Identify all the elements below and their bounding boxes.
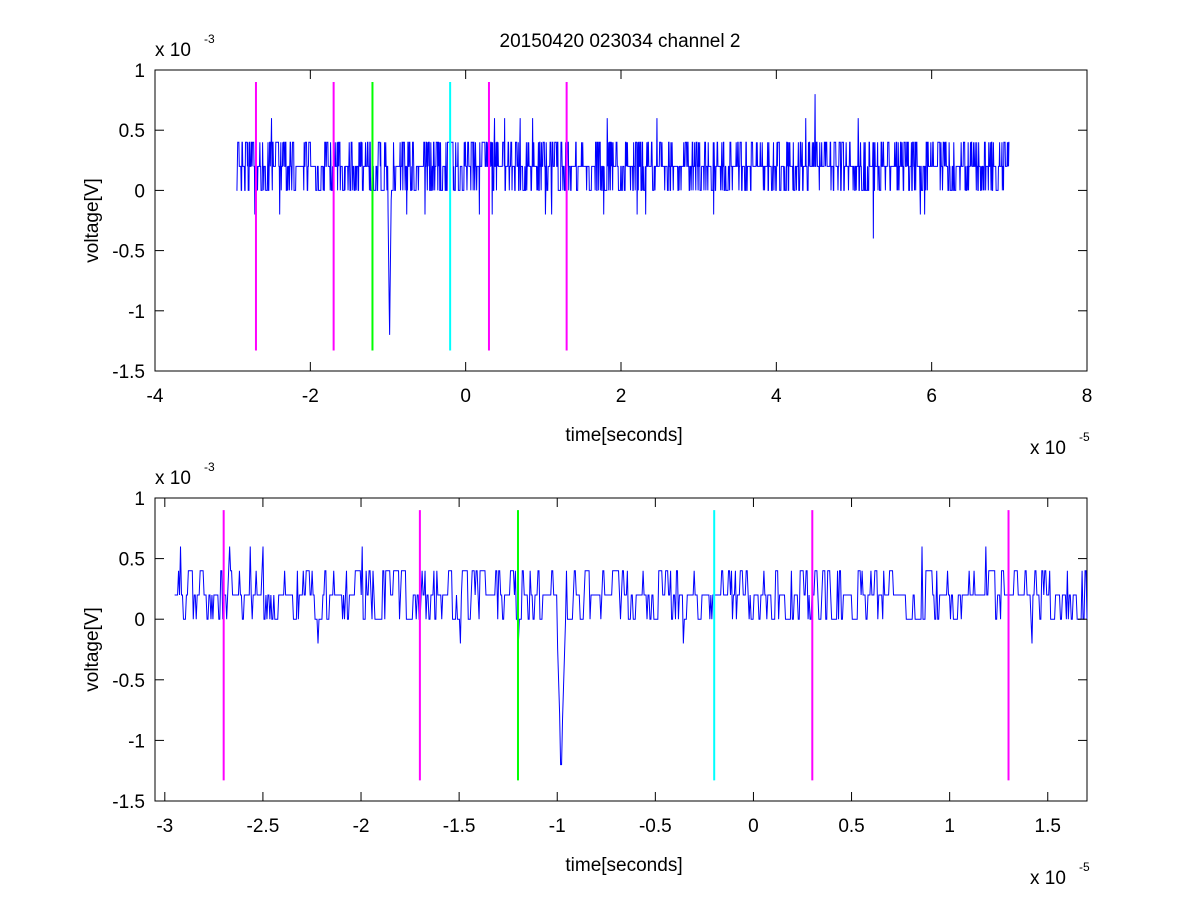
x-tick-label: -1.5 (443, 816, 476, 837)
x-tick-label: 6 (926, 386, 937, 407)
x-tick-label: -3 (156, 816, 173, 837)
x-tick-label: 1.5 (1035, 816, 1061, 837)
x-exponent-base: x 10 (1030, 868, 1066, 889)
x-tick-label: -2.5 (247, 816, 280, 837)
bottom-plot: -3 -2.5 -2 -1.5 -1 -0.5 0 0.5 1 1.5 -1.5 -1 -0.5 0 0.5… (82, 460, 1090, 889)
y-tick-label: 0.5 (119, 550, 145, 571)
x-exponent-base: x 10 (1030, 438, 1066, 459)
top-plot: -4 -2 0 2 4 6 8 -1.5 -1 -0.5 0 0.5 1 time[seconds] vol… (82, 32, 1092, 459)
y-tick-label: -1 (128, 731, 145, 752)
y-tick-label: 0 (134, 181, 145, 202)
y-axis-label: voltage[V] (82, 607, 103, 692)
x-tick-label: -4 (147, 386, 164, 407)
x-tick-label: 0 (460, 386, 471, 407)
x-axis-label: time[seconds] (565, 855, 682, 876)
y-tick-label: 0.5 (119, 121, 145, 142)
x-tick-label: -2 (302, 386, 319, 407)
axes-box (154, 497, 1088, 802)
x-tick-label: 4 (771, 386, 782, 407)
x-tick-label: 0.5 (838, 816, 864, 837)
signal-trace (236, 94, 1010, 335)
y-axis-label: voltage[V] (82, 178, 103, 263)
y-tick-label: -1 (128, 302, 145, 323)
x-exponent-power: -5 (1079, 860, 1090, 874)
x-tick-label: -1 (549, 816, 566, 837)
y-exponent-power: -3 (204, 32, 215, 46)
x-tick-label: 2 (616, 386, 627, 407)
x-tick-label: -0.5 (639, 816, 672, 837)
y-tick-label: 0 (134, 610, 145, 631)
signal-trace (174, 546, 1088, 766)
y-tick-label: -1.5 (112, 792, 145, 813)
y-exponent-base: x 10 (155, 40, 191, 61)
y-tick-label: -1.5 (112, 362, 145, 383)
y-tick-label: 1 (134, 61, 145, 82)
y-exponent-base: x 10 (155, 468, 191, 489)
y-exponent-power: -3 (204, 460, 215, 474)
y-tick-label: -0.5 (112, 242, 145, 263)
figure-title: 20150420 023034 channel 2 (500, 31, 741, 52)
x-tick-label: -2 (353, 816, 370, 837)
x-tick-label: 0 (748, 816, 759, 837)
y-tick-label: -0.5 (112, 671, 145, 692)
x-exponent-power: -5 (1079, 430, 1090, 444)
x-tick-label: 8 (1082, 386, 1093, 407)
y-tick-label: 1 (134, 489, 145, 510)
x-tick-label: 1 (944, 816, 955, 837)
x-axis-label: time[seconds] (565, 425, 682, 446)
